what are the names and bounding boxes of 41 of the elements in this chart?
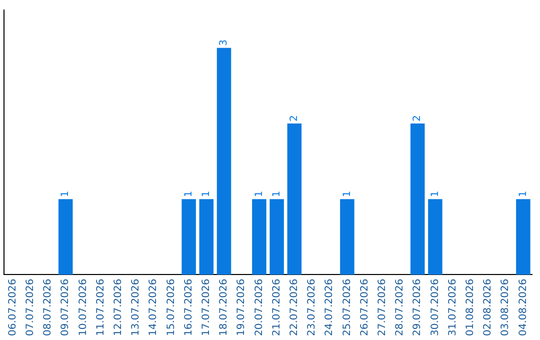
x-tick-label: 18.07.2026 <box>218 278 230 336</box>
x-tick-label: 15.07.2026 <box>166 278 177 336</box>
x-tick-label: 06.07.2026 <box>7 278 18 336</box>
data-label: 2 <box>288 115 300 122</box>
x-tick-label: 12.07.2026 <box>112 278 124 336</box>
data-label: 2 <box>412 115 424 122</box>
x-tick-label: 09.07.2026 <box>60 278 72 336</box>
x-tick-label: 24.07.2026 <box>324 278 336 336</box>
x-tick-label: 07.07.2026 <box>24 278 36 336</box>
x-tick-label: 02.08.2026 <box>482 278 494 336</box>
x-tick-label: 19.07.2026 <box>236 278 248 336</box>
x-tick-label: 14.07.2026 <box>148 278 160 336</box>
x-tick-label: 16.07.2026 <box>183 278 194 336</box>
x-tick-label: 28.07.2026 <box>394 278 406 336</box>
x-tick-label: 30.07.2026 <box>430 278 441 336</box>
data-label: 1 <box>183 190 194 198</box>
data-label: 1 <box>430 190 441 198</box>
x-tick-label: 31.07.2026 <box>447 278 458 336</box>
x-tick-label: 27.07.2026 <box>376 278 388 336</box>
x-tick-label: 22.07.2026 <box>288 278 300 336</box>
data-label: 1 <box>200 190 212 198</box>
x-tick-label: 08.07.2026 <box>42 278 54 336</box>
x-tick-label: 13.07.2026 <box>130 278 142 336</box>
x-tick-label: 26.07.2026 <box>359 278 370 336</box>
data-label: 1 <box>254 190 265 198</box>
data-label: 1 <box>342 190 353 198</box>
data-label: 1 <box>271 190 282 198</box>
x-tick-label: 25.07.2026 <box>342 278 353 336</box>
data-label: 1 <box>60 190 72 198</box>
x-tick-label: 04.08.2026 <box>518 278 529 336</box>
x-tick-label: 03.08.2026 <box>500 278 512 336</box>
data-label: 1 <box>518 190 529 198</box>
x-tick-label: 23.07.2026 <box>306 278 318 336</box>
x-tick-label: 20.07.2026 <box>254 278 265 336</box>
data-label: 3 <box>218 39 230 46</box>
x-tick-label: 21.07.2026 <box>271 278 282 336</box>
x-tick-label: 11.07.2026 <box>95 278 106 336</box>
x-tick-label: 29.07.2026 <box>412 278 424 336</box>
x-tick-label: 01.08.2026 <box>464 278 476 336</box>
x-tick-label: 10.07.2026 <box>78 278 89 336</box>
x-tick-label: 17.07.2026 <box>200 278 212 336</box>
